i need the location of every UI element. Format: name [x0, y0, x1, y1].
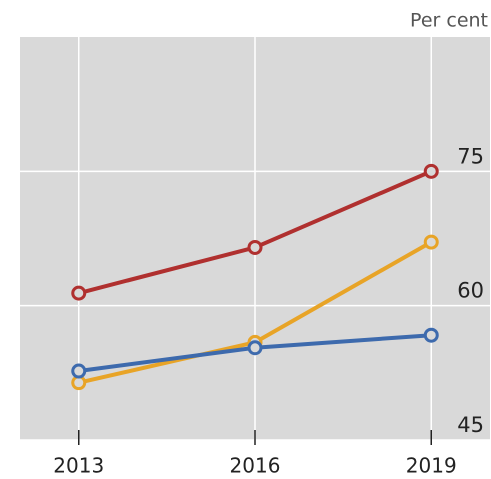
- point-marker: [423, 163, 439, 179]
- x-tick-label: 2019: [406, 454, 457, 478]
- point-marker: [247, 239, 263, 255]
- x-tick-label: 2013: [53, 454, 104, 478]
- x-tick-label: 2016: [230, 454, 281, 478]
- y-tick-label: 75: [457, 144, 484, 168]
- point-marker: [423, 234, 439, 250]
- unit-label: Per cent: [410, 10, 488, 32]
- point-marker: [71, 363, 87, 379]
- point-marker: [423, 327, 439, 343]
- point-marker: [247, 340, 263, 356]
- y-tick-label: 45: [457, 413, 484, 437]
- point-marker: [71, 285, 87, 301]
- y-tick-label: 60: [457, 279, 484, 303]
